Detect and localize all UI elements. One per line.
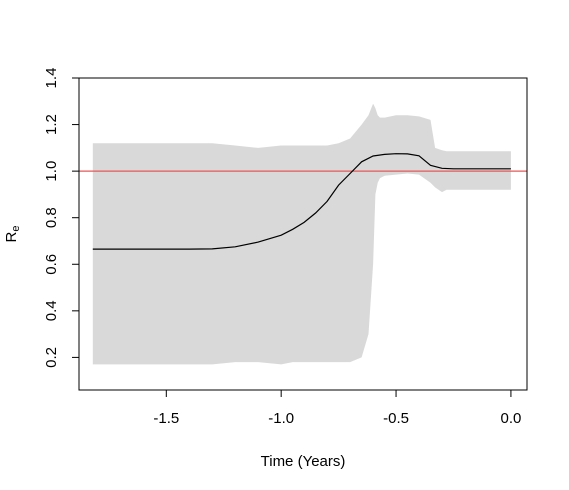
confidence-band [93, 104, 511, 365]
y-axis-title: Re [3, 226, 22, 243]
y-axis-title-main: R [3, 231, 20, 242]
y-tick-label: 0.4 [43, 300, 60, 321]
y-tick-label: 0.6 [43, 254, 60, 275]
x-axis-title: Time (Years) [261, 453, 346, 470]
y-tick-label: 1.2 [43, 114, 60, 135]
x-axis: -1.5 -1.0 -0.5 0.0 [153, 390, 521, 427]
x-tick-label: -0.5 [383, 410, 409, 427]
x-tick-label: 0.0 [500, 410, 521, 427]
plot-layer [79, 104, 527, 365]
y-axis: 0.2 0.4 0.6 0.8 1.0 1.2 1.4 [43, 68, 79, 368]
y-tick-label: 0.2 [43, 347, 60, 368]
y-tick-label: 0.8 [43, 207, 60, 228]
y-axis-title-subscript: e [10, 226, 22, 232]
y-tick-label: 1.4 [43, 68, 60, 89]
y-tick-label: 1.0 [43, 161, 60, 182]
x-tick-label: -1.5 [153, 410, 179, 427]
x-tick-label: -1.0 [268, 410, 294, 427]
